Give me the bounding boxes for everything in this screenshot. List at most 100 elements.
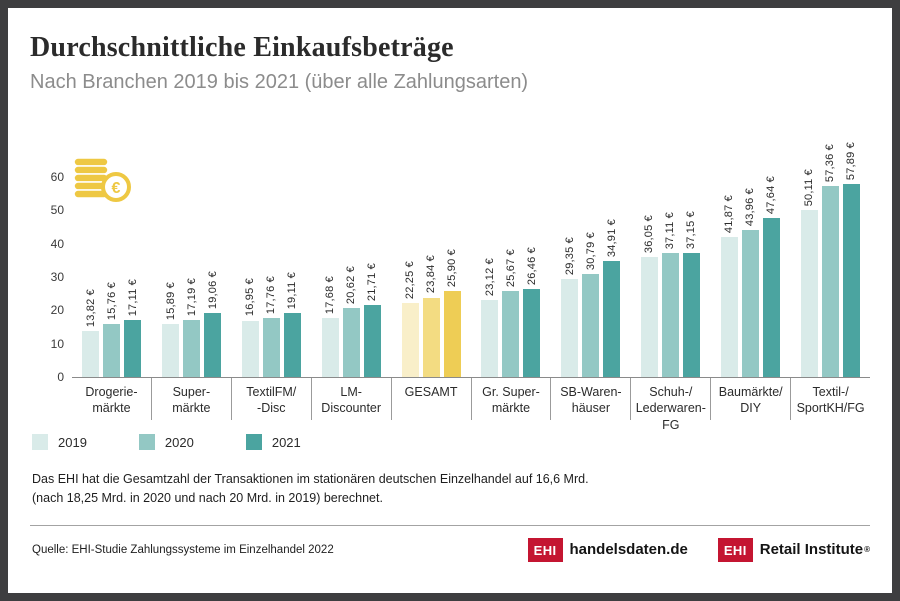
registered-mark: ® bbox=[864, 545, 870, 555]
bar-value-label: 50,11 € bbox=[803, 168, 816, 206]
bar-value-label: 15,76 € bbox=[105, 282, 118, 321]
bar-2021 bbox=[124, 319, 142, 377]
bar-value-label: 37,11 € bbox=[664, 212, 677, 250]
bar-value-label: 17,19 € bbox=[185, 277, 198, 316]
bar-value-label: 43,96 € bbox=[744, 188, 757, 227]
bar-group: 23,12 € 25,67 € 26,46 € bbox=[471, 178, 551, 377]
y-axis-label: 30 bbox=[50, 270, 64, 284]
bar-value-label: 15,89 € bbox=[164, 281, 177, 321]
y-axis-label: 10 bbox=[50, 336, 64, 351]
plot-area: 0 10 20 30 40 50 60 13,82 € 15,76 € 17,11 € 15,89 … bbox=[51, 142, 870, 384]
x-axis-category-label: Schuh-/Lederwaren-FG bbox=[630, 378, 710, 432]
bar-2020 bbox=[262, 317, 280, 377]
bar-value-label: 19,06 € bbox=[206, 271, 219, 310]
bar-value-label: 17,11 € bbox=[126, 278, 139, 316]
bar-value-label: 37,15 € bbox=[685, 211, 698, 250]
bar-value-label: 36,05 € bbox=[643, 214, 656, 253]
logos: EHI handelsdaten.de EHI Retail Institute… bbox=[527, 537, 870, 562]
bar-value-label: 16,95 € bbox=[244, 278, 257, 317]
footnote-line-2: (nach 18,25 Mrd. in 2020 und nach 20 Mrd… bbox=[32, 491, 383, 506]
bar-value-label: 25,90 € bbox=[446, 248, 459, 287]
footer-divider bbox=[30, 524, 870, 526]
bar-2019 bbox=[82, 330, 100, 377]
bar-2021 bbox=[762, 218, 780, 377]
bar-2021 bbox=[682, 253, 700, 377]
bar-2021 bbox=[603, 260, 621, 377]
bar-2021 bbox=[363, 304, 381, 377]
y-axis-label: 40 bbox=[50, 236, 64, 251]
x-axis-category-label: GESAMT bbox=[390, 378, 471, 420]
bar-group: 15,89 € 17,19 € 19,06 € bbox=[152, 178, 232, 377]
x-axis-category-label: TextilFM/-Disc bbox=[230, 378, 311, 420]
bar-group: 41,87 € 43,96 € 47,64 € bbox=[710, 176, 790, 377]
bar-slot: 21,71 € bbox=[363, 178, 381, 377]
bar-slot: 22,25 € bbox=[401, 178, 419, 377]
legend-swatch bbox=[32, 434, 48, 450]
bar-value-label: 17,76 € bbox=[265, 275, 278, 314]
x-axis-category-label: Baumärkte/DIY bbox=[710, 378, 790, 420]
chart-legend: 2019 2020 2021 bbox=[32, 434, 870, 450]
bar-slot: 23,84 € bbox=[422, 178, 440, 377]
bar-group: 29,35 € 30,79 € 34,91 € bbox=[551, 178, 631, 377]
bar-2020 bbox=[821, 185, 839, 377]
bar-value-label: 22,25 € bbox=[404, 260, 417, 299]
bar-2021 bbox=[443, 290, 461, 377]
legend-item: 2019 bbox=[32, 434, 87, 450]
legend-label: 2020 bbox=[164, 434, 194, 450]
x-axis-category-label: Textil-/SportKH/FG bbox=[790, 378, 870, 420]
infographic-content: Durchschnittliche Einkaufsbeträge Nach B… bbox=[8, 8, 892, 593]
bar-2019 bbox=[241, 320, 259, 377]
handelsdaten-logo-text: handelsdaten.de bbox=[569, 541, 688, 559]
x-axis-category-label: Gr. Super-märkte bbox=[470, 378, 551, 420]
y-axis-label: 20 bbox=[50, 303, 64, 318]
bar-slot: 47,64 € bbox=[762, 176, 780, 377]
bar-value-label: 41,87 € bbox=[723, 195, 736, 234]
bar-value-label: 34,91 € bbox=[605, 218, 618, 257]
bar-slot: 17,11 € bbox=[124, 178, 142, 377]
bar-group: 13,82 € 15,76 € 17,11 € bbox=[72, 178, 152, 377]
ehi-logo-box: EHI bbox=[527, 537, 563, 562]
y-axis-label: 60 bbox=[50, 170, 64, 184]
bar-value-label: 26,46 € bbox=[525, 246, 538, 285]
footnote: Das EHI hat die Gesamtzahl der Transakti… bbox=[32, 470, 870, 509]
bar-value-label: 57,89 € bbox=[845, 141, 858, 181]
x-axis-labels: Drogerie-märkte Super-märkte TextilFM/-Dis… bbox=[72, 378, 870, 432]
bar-slot: 15,76 € bbox=[103, 178, 121, 377]
bar-slot: 57,89 € bbox=[842, 142, 860, 377]
bar-2020 bbox=[741, 230, 759, 377]
footnote-line-1: Das EHI hat die Gesamtzahl der Transakti… bbox=[32, 472, 589, 486]
y-axis-label: 0 bbox=[57, 370, 64, 384]
ehi-retail-institute-logo: EHI Retail Institute ® bbox=[717, 537, 870, 562]
bar-slot: 17,19 € bbox=[183, 178, 201, 377]
bar-slot: 50,11 € bbox=[800, 169, 818, 377]
bar-slot: 43,96 € bbox=[741, 178, 759, 377]
chart-inner: 0 10 20 30 40 50 60 13,82 € 15,76 € 17,11 € 15,89 … bbox=[51, 142, 870, 432]
bar-value-label: 13,82 € bbox=[84, 288, 97, 327]
bar-value-label: 57,36 € bbox=[824, 143, 837, 182]
legend-swatch bbox=[138, 434, 155, 450]
svg-text:€: € bbox=[112, 180, 121, 197]
bar-slot: 19,06 € bbox=[204, 178, 222, 377]
bar-slot: 25,90 € bbox=[443, 178, 461, 377]
bar-slot: 23,12 € bbox=[481, 178, 499, 377]
bar-value-label: 20,62 € bbox=[345, 266, 358, 305]
page-subtitle: Nach Branchen 2019 bis 2021 (über alle Z… bbox=[30, 71, 529, 93]
bar-2019 bbox=[321, 318, 339, 377]
bar-slot: 26,46 € bbox=[523, 178, 541, 377]
bar-2019 bbox=[162, 324, 180, 377]
source-text: Quelle: EHI-Studie Zahlungssysteme im Ei… bbox=[32, 543, 334, 556]
x-axis-category-label: SB-Waren-häuser bbox=[550, 378, 630, 420]
bar-2021 bbox=[842, 184, 860, 377]
bar-group: 16,95 € 17,76 € 19,11 € bbox=[232, 178, 312, 377]
bar-slot: 13,82 € bbox=[82, 178, 100, 377]
handelsdaten-logo: EHI handelsdaten.de bbox=[527, 537, 688, 562]
bar-group: 22,25 € 23,84 € 25,90 € bbox=[391, 178, 471, 377]
bar-slot: 17,76 € bbox=[262, 178, 280, 377]
bar-value-label: 23,84 € bbox=[425, 255, 438, 294]
bar-value-label: 19,11 € bbox=[286, 272, 299, 310]
bar-slot: 15,89 € bbox=[162, 178, 180, 377]
bar-2019 bbox=[720, 237, 738, 377]
bar-2021 bbox=[523, 288, 541, 377]
footer: Quelle: EHI-Studie Zahlungssysteme im Ei… bbox=[30, 526, 870, 562]
